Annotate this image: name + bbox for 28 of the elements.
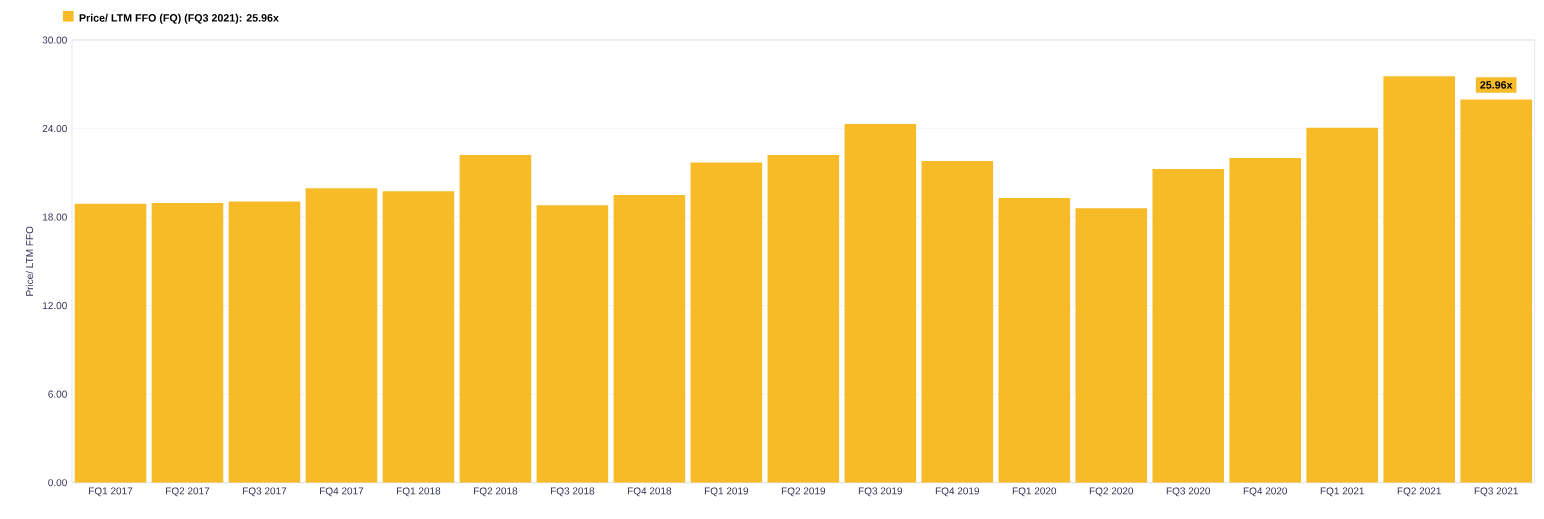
legend-label: Price/ LTM FFO (FQ) (FQ3 2021): 25.96x [79, 13, 279, 24]
x-tick-label: FQ4 2018 [627, 487, 672, 497]
x-tick-label: FQ3 2017 [243, 487, 287, 497]
x-tick-label: FQ1 2021 [1320, 487, 1364, 497]
x-tick-label: FQ2 2021 [1397, 487, 1441, 497]
y-tick-label: 6.00 [48, 390, 67, 398]
y-tick-label: 0.00 [48, 479, 67, 487]
data-label: 25.96x [1480, 81, 1513, 89]
x-tick-label: FQ3 2020 [1166, 487, 1211, 497]
x-tick-label: FQ1 2019 [704, 487, 749, 497]
y-axis-title: Price/ LTM FFO [25, 226, 34, 296]
x-tick-label: FQ1 2018 [397, 487, 441, 497]
y-tick-label: 24.00 [42, 125, 67, 133]
x-tick-label: FQ4 2019 [935, 487, 980, 497]
x-tick-label: FQ2 2018 [473, 487, 518, 497]
x-tick-label: FQ2 2017 [166, 487, 210, 497]
x-tick-label: FQ2 2019 [781, 487, 826, 497]
x-tick-label: FQ4 2020 [1243, 487, 1288, 497]
x-tick-label: FQ3 2019 [858, 487, 903, 497]
y-tick-label: 12.00 [43, 302, 67, 310]
x-tick-label: FQ3 2018 [550, 487, 595, 497]
x-tick-label: FQ2 2020 [1089, 487, 1134, 497]
x-tick-label: FQ3 2021 [1474, 487, 1518, 497]
x-tick-label: FQ1 2017 [89, 487, 133, 497]
y-tick-label: 30.00 [42, 36, 67, 44]
x-tick-label: FQ4 2017 [320, 487, 364, 497]
x-tick-label: FQ1 2020 [1012, 487, 1057, 497]
y-tick-label: 18.00 [43, 213, 67, 221]
